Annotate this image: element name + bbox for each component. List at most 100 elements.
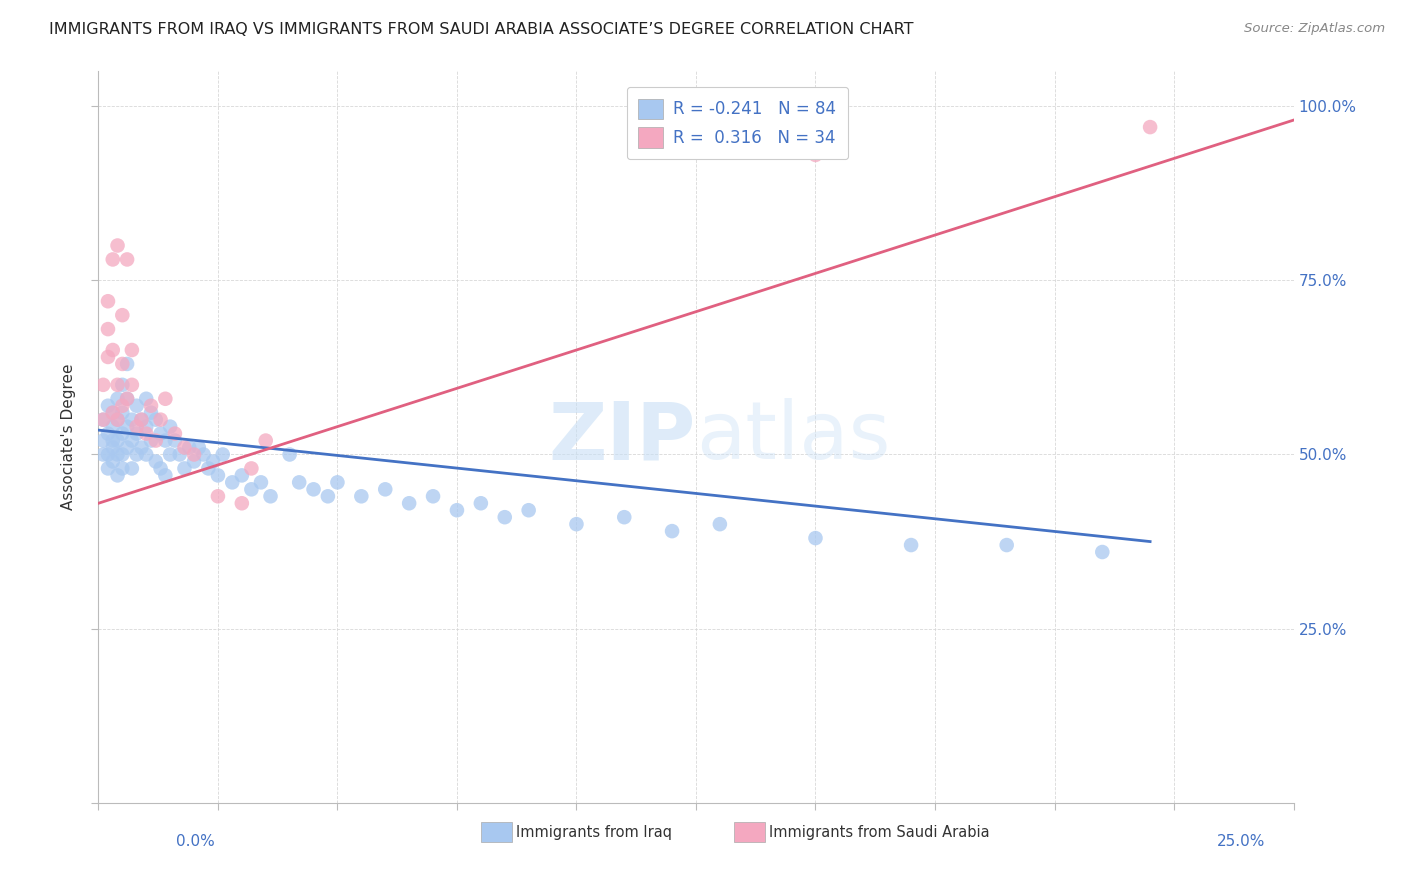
Point <box>101 441 124 455</box>
Point <box>1091 545 1114 559</box>
Point <box>131 412 153 426</box>
Point <box>101 454 124 468</box>
Point <box>145 412 167 426</box>
Point <box>517 503 540 517</box>
Point <box>494 510 516 524</box>
Point <box>135 448 157 462</box>
Point <box>101 434 124 448</box>
Point <box>326 475 349 490</box>
Point <box>135 426 157 441</box>
Point <box>173 441 195 455</box>
Point <box>139 434 162 448</box>
Point <box>316 489 339 503</box>
Point <box>121 461 143 475</box>
Point <box>804 531 827 545</box>
Point <box>661 524 683 538</box>
Text: Source: ZipAtlas.com: Source: ZipAtlas.com <box>1244 22 1385 36</box>
Text: Immigrants from Iraq: Immigrants from Iraq <box>516 825 672 839</box>
Y-axis label: Associate's Degree: Associate's Degree <box>60 364 76 510</box>
Point <box>101 252 124 267</box>
Point <box>97 448 120 462</box>
Point <box>709 517 731 532</box>
Point <box>107 412 129 426</box>
Point <box>149 426 172 441</box>
Point <box>159 448 181 462</box>
Point <box>97 350 120 364</box>
Point <box>135 392 157 406</box>
Point <box>207 489 229 503</box>
Point <box>135 419 157 434</box>
Point <box>288 475 311 490</box>
Point <box>97 426 120 441</box>
Point <box>111 377 134 392</box>
Point <box>155 392 177 406</box>
Point <box>101 406 124 420</box>
Text: ZIP: ZIP <box>548 398 696 476</box>
Point <box>183 448 205 462</box>
Legend: R = -0.241   N = 84, R =  0.316   N = 34: R = -0.241 N = 84, R = 0.316 N = 34 <box>627 87 848 160</box>
Point <box>240 483 263 497</box>
Point <box>231 496 253 510</box>
Point <box>115 357 138 371</box>
Point <box>121 343 143 357</box>
Point <box>193 448 215 462</box>
Point <box>115 252 138 267</box>
Point <box>97 461 120 475</box>
Point <box>398 496 420 510</box>
Point <box>197 461 219 475</box>
Point <box>107 412 129 426</box>
Point <box>374 483 396 497</box>
Point <box>169 448 191 462</box>
Point <box>163 426 186 441</box>
Text: atlas: atlas <box>696 398 890 476</box>
Point <box>91 448 114 462</box>
Point <box>111 357 134 371</box>
Point <box>107 377 129 392</box>
Point <box>207 468 229 483</box>
Point <box>97 322 120 336</box>
Point <box>97 294 120 309</box>
Point <box>231 468 253 483</box>
Point <box>211 448 233 462</box>
Point <box>125 448 148 462</box>
Point <box>259 489 281 503</box>
Point <box>250 475 273 490</box>
Point <box>91 377 114 392</box>
Point <box>111 448 134 462</box>
Text: 25.0%: 25.0% <box>1218 834 1265 849</box>
Point <box>107 448 129 462</box>
Point <box>163 434 186 448</box>
Point <box>111 406 134 420</box>
Point <box>115 441 138 455</box>
Point <box>125 426 148 441</box>
Point <box>115 419 138 434</box>
Point <box>221 475 243 490</box>
Text: Immigrants from Saudi Arabia: Immigrants from Saudi Arabia <box>769 825 990 839</box>
Point <box>107 392 129 406</box>
Point <box>107 238 129 252</box>
Point <box>139 399 162 413</box>
Point <box>101 343 124 357</box>
Point <box>159 419 181 434</box>
Point <box>121 434 143 448</box>
Point <box>111 461 134 475</box>
Point <box>350 489 373 503</box>
Point <box>446 503 468 517</box>
Point <box>155 434 177 448</box>
Point <box>470 496 492 510</box>
Point <box>149 461 172 475</box>
Point <box>149 412 172 426</box>
Point <box>107 434 129 448</box>
Point <box>202 454 225 468</box>
Text: IMMIGRANTS FROM IRAQ VS IMMIGRANTS FROM SAUDI ARABIA ASSOCIATE’S DEGREE CORRELAT: IMMIGRANTS FROM IRAQ VS IMMIGRANTS FROM … <box>49 22 914 37</box>
Point <box>101 419 124 434</box>
Text: 0.0%: 0.0% <box>176 834 215 849</box>
Point <box>101 406 124 420</box>
Point <box>565 517 588 532</box>
Point <box>804 148 827 162</box>
Point <box>240 461 263 475</box>
Point <box>1139 120 1161 134</box>
Point <box>422 489 444 503</box>
Point <box>173 461 195 475</box>
Point <box>115 392 138 406</box>
